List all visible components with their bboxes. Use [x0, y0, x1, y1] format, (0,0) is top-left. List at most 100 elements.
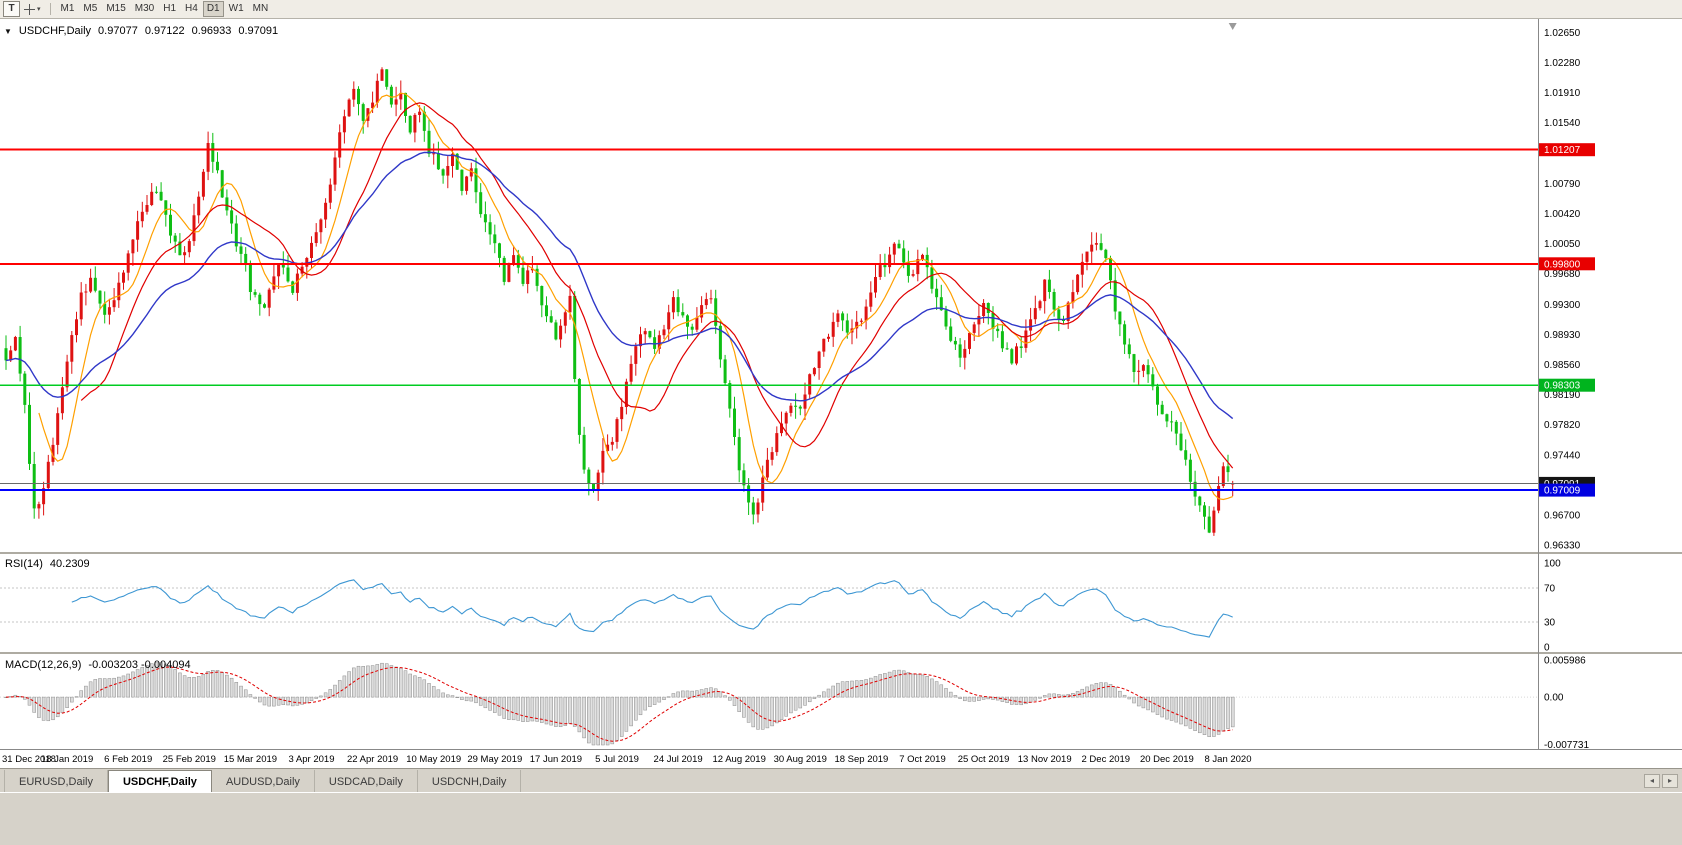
macd-histogram-bar — [1099, 682, 1103, 698]
macd-histogram-bar — [126, 673, 130, 698]
macd-histogram-bar — [488, 696, 492, 711]
macd-histogram-bar — [671, 693, 676, 698]
macd-histogram-bar — [619, 696, 624, 737]
macd-histogram-bar — [70, 696, 74, 703]
up-candle — [1029, 319, 1033, 331]
tab-usdcad-daily[interactable]: USDCAD,Daily — [315, 770, 418, 792]
macd-histogram-bar — [977, 696, 981, 701]
macd-histogram-bar — [1019, 696, 1023, 706]
macd-histogram-bar — [164, 663, 168, 698]
macd-histogram-bar — [469, 696, 474, 702]
macd-histogram-bar — [441, 692, 445, 698]
ma-34-line[interactable] — [5, 151, 1234, 420]
up-candle — [780, 423, 783, 434]
price-tick-label: 0.99300 — [1544, 300, 1581, 311]
macd-histogram-bar — [328, 689, 333, 698]
up-candle — [859, 320, 863, 322]
down-candle — [1170, 421, 1174, 423]
up-candle — [352, 88, 356, 100]
cursor-tool-button[interactable]: ▾ — [21, 1, 44, 17]
down-candle — [32, 464, 36, 509]
down-candle — [1005, 348, 1009, 350]
price-badge — [1539, 143, 1595, 157]
up-candle — [657, 335, 661, 349]
macd-histogram-bar — [427, 683, 431, 698]
timeframe-m30-button[interactable]: M30 — [131, 1, 158, 17]
macd-histogram-bar — [1216, 696, 1221, 735]
price-axis[interactable]: 1.02650 1.02280 1.01910 1.01540 1.00790 1.004… — [1538, 19, 1596, 751]
tab-audusd-daily[interactable]: AUDUSD,Daily — [212, 770, 315, 792]
down-candle — [1010, 349, 1014, 364]
up-candle — [864, 306, 868, 321]
up-candle — [775, 433, 779, 453]
timeframe-m15-button[interactable]: M15 — [102, 1, 129, 17]
crosshair-icon — [24, 3, 35, 15]
macd-histogram-bar — [366, 665, 370, 698]
macd-histogram-bar — [408, 673, 412, 698]
ma-17-line[interactable] — [80, 102, 1234, 469]
tab-eurusd-daily[interactable]: EURUSD,Daily — [4, 770, 108, 792]
up-candle — [145, 205, 149, 212]
macd-histogram-bar — [319, 695, 323, 698]
macd-histogram-bar — [1005, 696, 1009, 703]
tab-usdchf-daily[interactable]: USDCHF,Daily — [107, 770, 212, 793]
macd-histogram-bar — [793, 696, 798, 711]
macd-histogram-bar — [1183, 696, 1188, 727]
down-candle — [18, 337, 22, 374]
timeframe-mn-button[interactable]: MN — [249, 1, 273, 17]
macd-histogram-bar — [859, 680, 864, 698]
timeframe-d1-button[interactable]: D1 — [202, 1, 224, 17]
up-candle — [9, 350, 13, 361]
up-candle — [620, 406, 624, 420]
macd-histogram-bar — [836, 682, 840, 698]
timeframe-h1-button[interactable]: H1 — [159, 1, 180, 17]
macd-histogram-bar — [775, 696, 779, 724]
chart-shift-icon[interactable] — [1228, 23, 1237, 30]
timeframe-m1-button[interactable]: M1 — [57, 1, 79, 17]
down-candle — [1127, 344, 1131, 355]
panel-separator[interactable] — [0, 652, 1682, 654]
down-candle — [1000, 331, 1004, 349]
down-candle — [742, 470, 746, 486]
macd-histogram-bar — [220, 672, 224, 698]
timeframe-m5-button[interactable]: M5 — [79, 1, 101, 17]
macd-histogram-bar — [789, 696, 793, 714]
up-candle — [342, 116, 346, 133]
up-candle — [1015, 346, 1018, 364]
macd-histogram-bar — [1188, 696, 1193, 729]
down-candle — [244, 253, 248, 265]
macd-histogram-bar — [615, 696, 619, 741]
macd-histogram-bar — [27, 696, 32, 706]
tab-usdcnh-daily[interactable]: USDCNH,Daily — [418, 770, 522, 792]
price-tick-label: 1.01540 — [1544, 118, 1581, 129]
macd-histogram-bar — [1113, 687, 1117, 698]
timeframe-h4-button[interactable]: H4 — [181, 1, 202, 17]
up-candle — [197, 196, 201, 216]
down-candle — [939, 297, 943, 311]
text-tool-button[interactable]: T — [3, 1, 20, 17]
chart-canvas[interactable]: 1.02650 1.02280 1.01910 1.01540 1.00790 1.004… — [0, 19, 1682, 768]
down-candle — [883, 265, 887, 268]
up-candle — [968, 332, 971, 349]
macd-histogram-bar — [79, 690, 83, 698]
date-label: 7 Oct 2019 — [899, 754, 945, 765]
up-candle — [963, 348, 967, 358]
macd-histogram-bar — [1042, 695, 1047, 698]
up-candle — [878, 265, 882, 277]
up-candle — [51, 444, 55, 462]
timeframe-w1-button[interactable]: W1 — [225, 1, 248, 17]
tab-scroll-right-button[interactable]: ▸ — [1662, 774, 1678, 788]
macd-histogram-bar — [1151, 696, 1155, 713]
macd-histogram-bar — [131, 671, 135, 698]
down-candle — [361, 104, 365, 121]
up-candle — [272, 276, 276, 290]
up-candle — [136, 221, 140, 240]
panel-separator[interactable] — [0, 552, 1682, 554]
macd-histogram-bar — [211, 670, 215, 698]
up-candle — [1231, 483, 1235, 485]
tab-scroll-left-button[interactable]: ◂ — [1644, 774, 1660, 788]
macd-histogram-bar — [182, 675, 187, 698]
macd-histogram-bar — [37, 696, 41, 718]
macd-histogram-bar — [168, 666, 173, 698]
